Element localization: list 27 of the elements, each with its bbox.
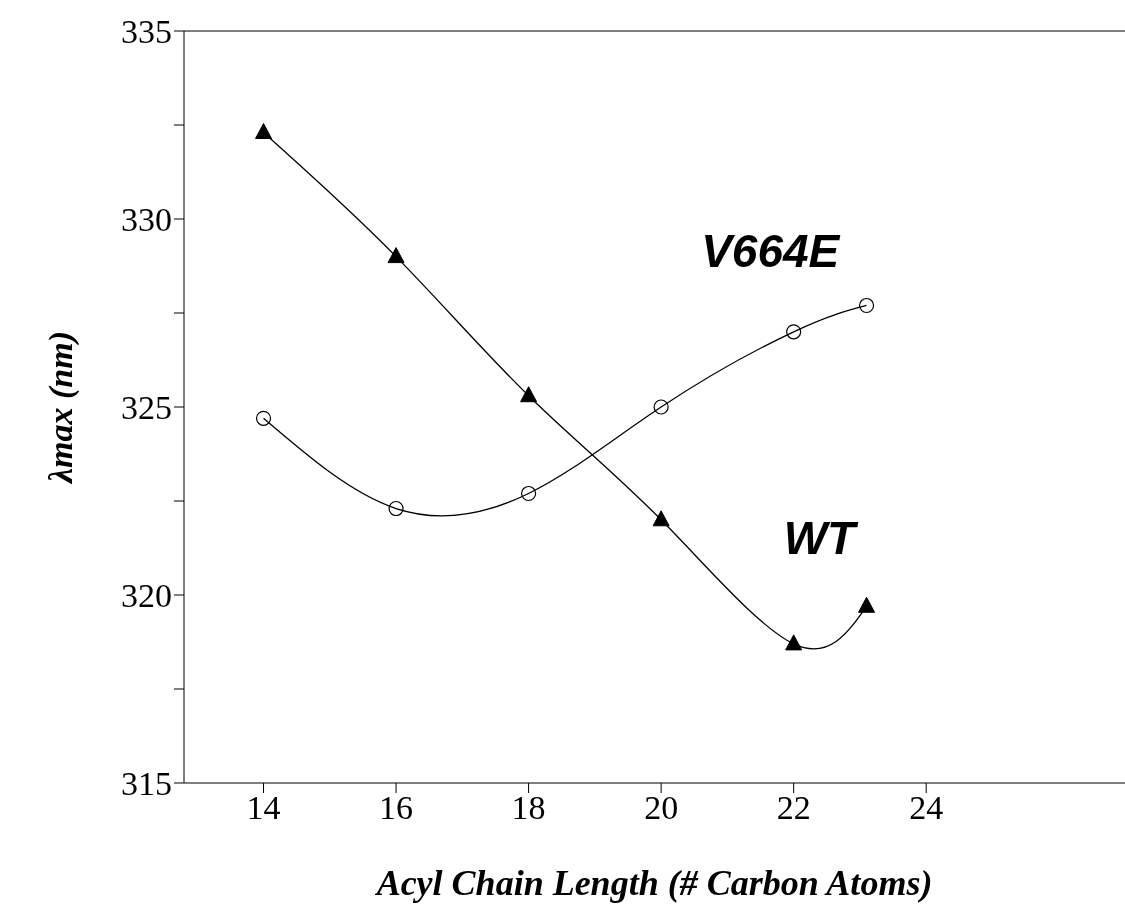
y-tick-label: 335 <box>121 13 172 51</box>
point <box>520 386 538 403</box>
x-tick-label: 20 <box>644 789 679 827</box>
y-tick-label: 325 <box>121 389 172 427</box>
point <box>520 485 537 502</box>
x-tick-label: 22 <box>776 789 811 827</box>
x-tick-label: 24 <box>909 789 944 827</box>
point <box>652 510 670 527</box>
point <box>858 297 875 314</box>
y-axis-title: λmax (nm) <box>42 330 81 486</box>
y-tick-label: 320 <box>121 577 172 615</box>
point <box>786 324 802 340</box>
point <box>653 399 669 415</box>
point <box>388 500 404 517</box>
series-label: WT <box>783 511 860 564</box>
x-tick-label: 18 <box>511 789 546 827</box>
x-axis-title: Acyl Chain Length (# Carbon Atoms) <box>374 863 933 903</box>
point <box>387 247 405 264</box>
point <box>785 634 803 651</box>
x-tick-label: 14 <box>246 789 281 827</box>
x-tick-label: 16 <box>379 789 414 827</box>
point <box>255 410 272 426</box>
point <box>858 596 876 613</box>
series-label: V664E <box>701 225 841 277</box>
y-tick-label: 330 <box>121 201 172 239</box>
point <box>255 123 273 140</box>
y-tick-label: 315 <box>121 765 172 803</box>
